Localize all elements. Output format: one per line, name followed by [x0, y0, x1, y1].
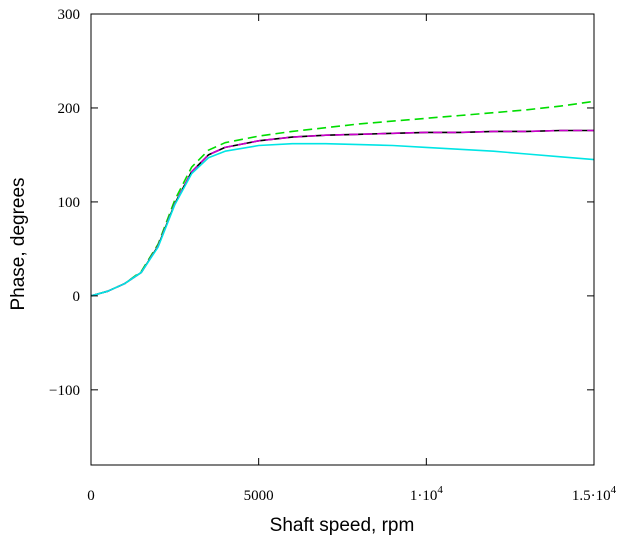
- y-tick-label: 200: [58, 101, 81, 117]
- x-tick-label: 1·104: [410, 484, 444, 504]
- x-tick-label: 0: [87, 488, 95, 504]
- series-line-2: [90, 129, 594, 297]
- x-axis-label: Shaft speed, rpm: [270, 515, 415, 536]
- x-tick-label: 1.5·104: [572, 484, 617, 504]
- y-axis-label: Phase, degrees: [8, 177, 29, 310]
- y-tick-label: 0: [73, 289, 81, 305]
- plot-frame: [90, 13, 595, 466]
- x-tick-label-exponent: 4: [611, 484, 617, 496]
- x-tick-label-text: 1.5·10: [572, 488, 611, 504]
- x-tick-label-text: 0: [87, 488, 95, 504]
- y-tick-label: −100: [49, 383, 80, 399]
- series-line-4: [90, 142, 595, 297]
- series-line-1: [90, 100, 595, 297]
- x-tick-label-exponent: 4: [437, 484, 443, 496]
- x-tick-label-text: 1·10: [410, 488, 438, 504]
- x-tick-label-text: 5000: [244, 488, 274, 504]
- x-tick-label: 5000: [244, 488, 274, 504]
- y-tick-label: 300: [58, 7, 81, 23]
- y-tick-label: 100: [58, 195, 81, 211]
- series-layer: [90, 100, 595, 297]
- series-line-3: [90, 129, 594, 297]
